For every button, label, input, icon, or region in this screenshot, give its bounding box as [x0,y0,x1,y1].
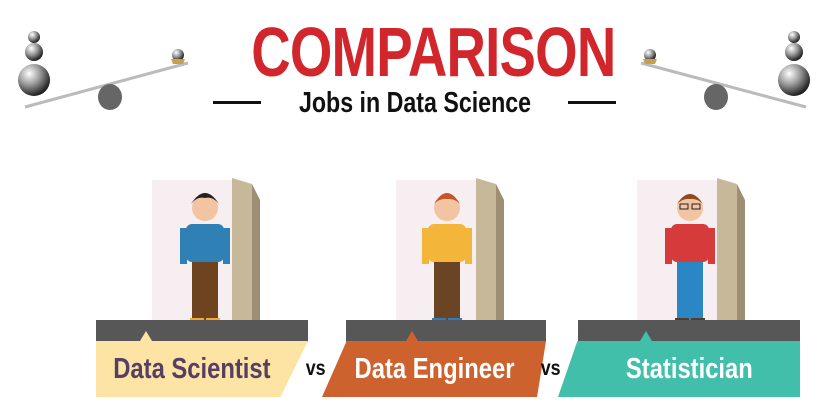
platform [346,320,546,342]
role-label-text: Data Engineer [354,352,514,385]
data-scientist-illustration [152,178,260,324]
role-label-text: Data Scientist [113,352,271,385]
page-subtitle: Jobs in Data Science [298,87,532,119]
divider [568,101,616,104]
pointer [406,331,418,341]
role-label-data-engineer: Data Engineer [322,341,546,397]
page-title: COMPARISON [251,13,616,91]
balance-scale-icon [18,31,189,110]
role-label-text: Statistician [625,352,753,385]
pointer [640,331,652,341]
statistician-illustration [637,178,745,324]
data-engineer-illustration [396,178,504,324]
platform [578,320,800,342]
role-label-statistician: Statistician [558,341,800,397]
pointer [140,331,152,341]
role-label-data-scientist: Data Scientist [96,341,308,397]
vs-separator: vs [305,357,326,380]
platform [96,320,308,342]
balance-scale-icon [640,31,810,110]
vs-separator: vs [540,357,561,380]
divider [213,101,261,104]
